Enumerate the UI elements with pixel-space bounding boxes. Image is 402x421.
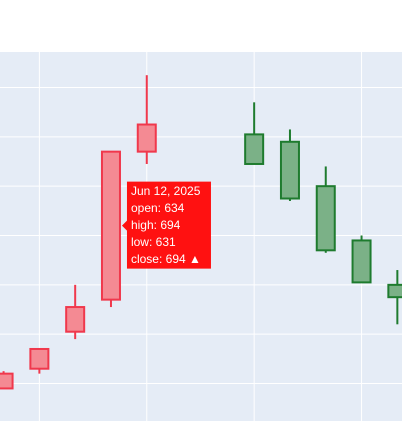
tooltip-close: close: 694 ▲ [131,252,201,266]
tooltip-date: Jun 12, 2025 [131,184,201,198]
candle-body [100,150,121,301]
candle-body [65,306,86,333]
candle-body [29,347,50,370]
candle-body [315,185,336,252]
tooltip-box [121,181,211,269]
candle-body [0,372,14,390]
tooltip-open: open: 634 [131,201,185,215]
candle-body [136,123,157,153]
candle-body [244,133,265,165]
tooltip-low: low: 631 [131,235,176,249]
tooltip-high: high: 694 [131,218,181,232]
candle-body [279,140,300,200]
candle-body [351,239,372,284]
candle-body [387,283,402,299]
